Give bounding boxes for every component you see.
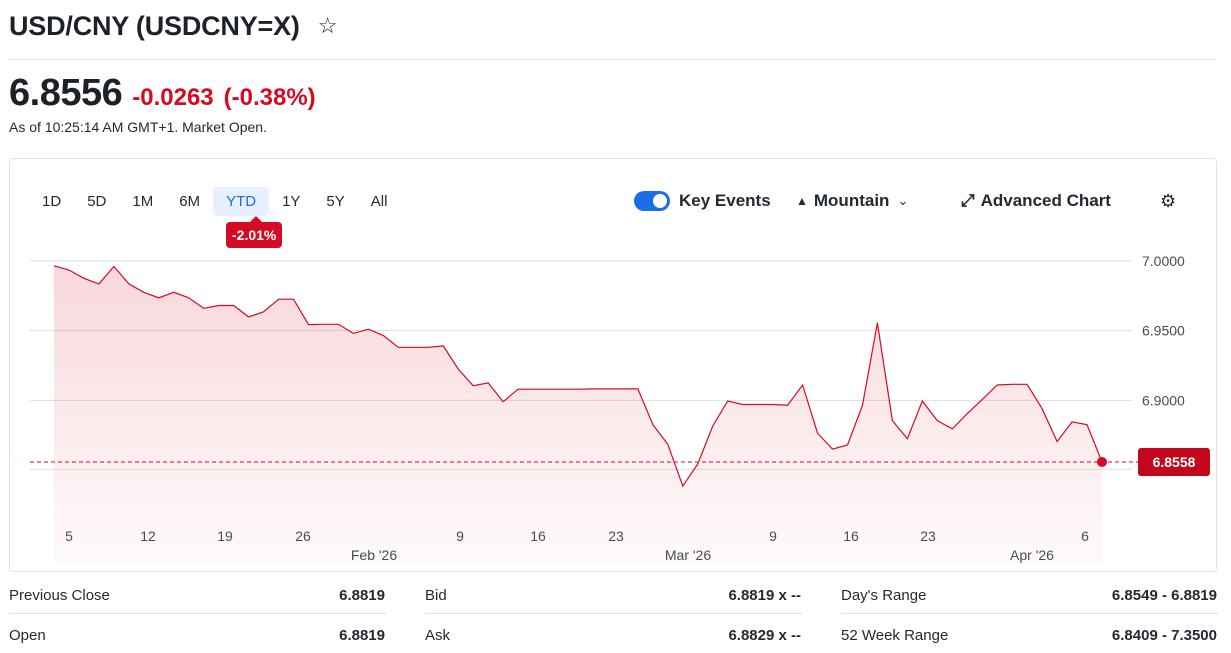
- current-price-tag: [1138, 447, 1210, 476]
- chart-type-dropdown[interactable]: ▲ Mountain ⌄: [796, 189, 908, 213]
- price-change-percent: (-0.38%): [223, 84, 316, 111]
- current-price: 6.8556: [9, 72, 123, 114]
- toggle-switch[interactable]: [634, 191, 670, 211]
- ytd-change-badge: -2.01%: [226, 216, 283, 248]
- x-tick-label: 19: [217, 528, 233, 544]
- price-change: -0.0263: [132, 84, 214, 111]
- range-tab-1d[interactable]: 1D: [42, 193, 62, 210]
- x-tick-label: 16: [530, 528, 546, 544]
- range-tab-all[interactable]: All: [370, 193, 388, 210]
- price-row: 6.8556 -0.0263 (-0.38%): [9, 72, 316, 115]
- stat-value: 6.8549 - 6.8819: [1111, 587, 1217, 604]
- price-line: [53, 265, 1103, 488]
- x-tick-label: 23: [920, 528, 936, 544]
- stat-label: Previous Close: [9, 587, 110, 604]
- stat-label: 52 Week Range: [841, 627, 949, 644]
- range-tab-1y[interactable]: 1Y: [282, 193, 301, 210]
- stat-label: Day's Range: [841, 587, 927, 604]
- range-tab-ytd[interactable]: YTD: [213, 187, 270, 216]
- stat-label: Open: [9, 627, 46, 644]
- quote-header: USD/CNY (USDCNY=X) ☆: [9, 8, 337, 44]
- stat-value: 6.8829 x --: [728, 627, 801, 644]
- stat-52-week-range: 52 Week Range 6.8409 - 7.3500: [841, 618, 1217, 653]
- key-events-label: Key Events: [679, 191, 771, 210]
- range-tabs: 1D 5D 1M 6M YTD 1Y 5Y All: [29, 187, 400, 216]
- x-tick-label: 12: [140, 528, 156, 544]
- page-title: USD/CNY (USDCNY=X): [9, 10, 300, 41]
- x-tick-label: 23: [608, 528, 624, 544]
- chart-type-label: Mountain: [813, 191, 890, 210]
- stat-open: Open 6.8819: [9, 618, 385, 653]
- range-tab-1m[interactable]: 1M: [132, 193, 154, 210]
- stat-value: 6.8409 - 7.3500: [1111, 627, 1217, 644]
- chevron-down-icon: ⌄: [897, 193, 909, 208]
- market-timestamp: As of 10:25:14 AM GMT+1. Market Open.: [9, 119, 267, 135]
- stat-value: 6.8819: [339, 587, 385, 604]
- stat-bid: Bid 6.8819 x --: [425, 578, 801, 614]
- stat-ask: Ask 6.8829 x --: [425, 618, 801, 653]
- x-tick-label: 5: [65, 528, 73, 544]
- key-events-toggle[interactable]: Key Events: [634, 189, 771, 213]
- header-divider: [9, 59, 1217, 60]
- x-month-label: Mar '26: [665, 547, 711, 563]
- chart-settings-button[interactable]: ⚙: [1160, 189, 1176, 213]
- x-tick-label: 16: [843, 528, 859, 544]
- y-tick-label: 6.9500: [1142, 323, 1185, 339]
- x-tick-label: 9: [769, 528, 777, 544]
- range-tab-5y[interactable]: 5Y: [326, 193, 345, 210]
- stat-days-range: Day's Range 6.8549 - 6.8819: [841, 578, 1217, 614]
- range-tab-5d[interactable]: 5D: [87, 193, 107, 210]
- last-price-marker: [1097, 456, 1107, 467]
- stat-value: 6.8819: [339, 627, 385, 644]
- x-tick-label: 6: [1081, 528, 1089, 544]
- stat-label: Bid: [425, 587, 447, 604]
- y-tick-label: 7.0000: [1142, 253, 1185, 269]
- x-tick-label: 26: [295, 528, 311, 544]
- range-tab-6m[interactable]: 6M: [179, 193, 201, 210]
- mountain-icon: ▲: [796, 194, 808, 208]
- chart-card: 7.0000 6.9500 6.9000 6.8558 5 12 19 26 9 16 23 9 16 2…: [9, 158, 1217, 572]
- advanced-chart-label: Advanced Chart: [980, 191, 1111, 210]
- current-price-label: 6.8558: [1153, 454, 1196, 470]
- y-tick-label: 6.9000: [1142, 392, 1185, 408]
- stat-label: Ask: [425, 627, 451, 644]
- stat-value: 6.8819 x --: [728, 587, 801, 604]
- gear-icon: ⚙: [1160, 190, 1177, 211]
- x-tick-label: 9: [456, 528, 464, 544]
- price-chart[interactable]: 7.0000 6.9500 6.9000 6.8558 5 12 19 26 9 16 23 9 16 2…: [10, 159, 1218, 573]
- expand-icon: ⤢: [961, 191, 975, 210]
- advanced-chart-button[interactable]: ⤢ Advanced Chart: [961, 189, 1111, 213]
- x-month-label: Feb '26: [351, 547, 397, 563]
- stat-previous-close: Previous Close 6.8819: [9, 578, 385, 614]
- star-icon[interactable]: ☆: [317, 13, 338, 38]
- x-month-label: Apr '26: [1010, 547, 1054, 563]
- price-area-fill: [54, 265, 1102, 564]
